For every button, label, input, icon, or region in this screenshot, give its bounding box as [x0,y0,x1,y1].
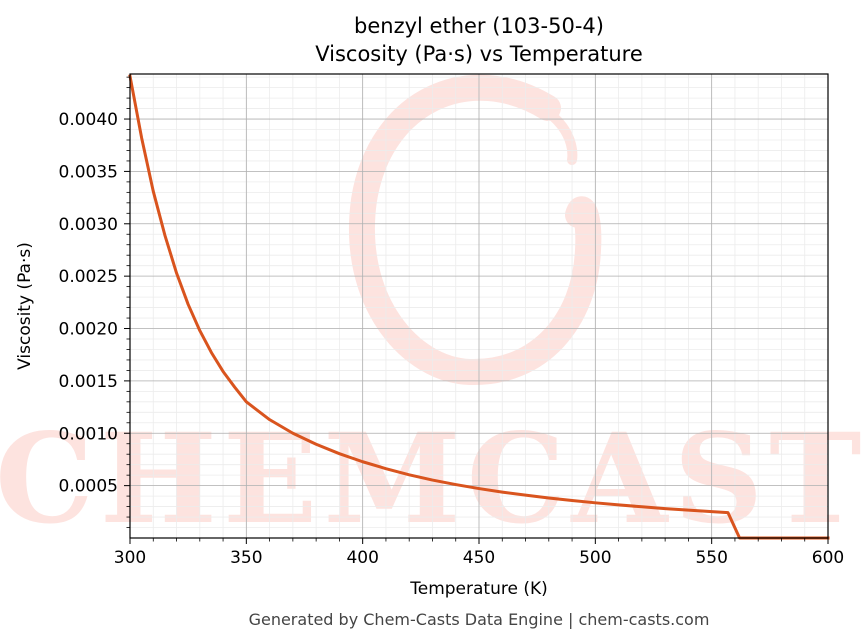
series-layer [128,74,830,540]
x-tick-label: 500 [579,548,611,568]
x-tick-label: 450 [463,548,495,568]
footer-credit: Generated by Chem-Casts Data Engine | ch… [249,610,710,629]
y-tick-label: 0.0010 [59,424,118,444]
y-tick-label: 0.0005 [59,477,118,497]
y-tick-label: 0.0020 [59,320,118,340]
watermark-swirl-icon [349,74,602,386]
y-tick-label: 0.0015 [59,372,118,392]
x-tick-label: 300 [114,548,146,568]
x-tick-label: 400 [346,548,378,568]
series-line [128,74,830,540]
y-tick-label: 0.0035 [59,162,118,182]
y-tick-label: 0.0040 [59,110,118,130]
chart-title-line2: Viscosity (Pa·s) vs Temperature [315,42,643,66]
major-grid [129,74,829,538]
y-axis-label: Viscosity (Pa·s) [15,242,35,370]
x-tick-label: 600 [812,548,844,568]
y-tick-label: 0.0030 [59,215,118,235]
chart-title-line1: benzyl ether (103-50-4) [354,14,604,38]
x-axis: 300 350 400 450 500 550 600 [114,538,844,568]
x-tick-label: 550 [695,548,727,568]
y-tick-label: 0.0025 [59,267,118,287]
y-axis: 0.0005 0.0010 0.0015 0.0020 0.0025 0.0030 0.00… [59,76,130,528]
x-tick-label: 350 [230,548,262,568]
x-axis-label: Temperature (K) [409,579,548,599]
